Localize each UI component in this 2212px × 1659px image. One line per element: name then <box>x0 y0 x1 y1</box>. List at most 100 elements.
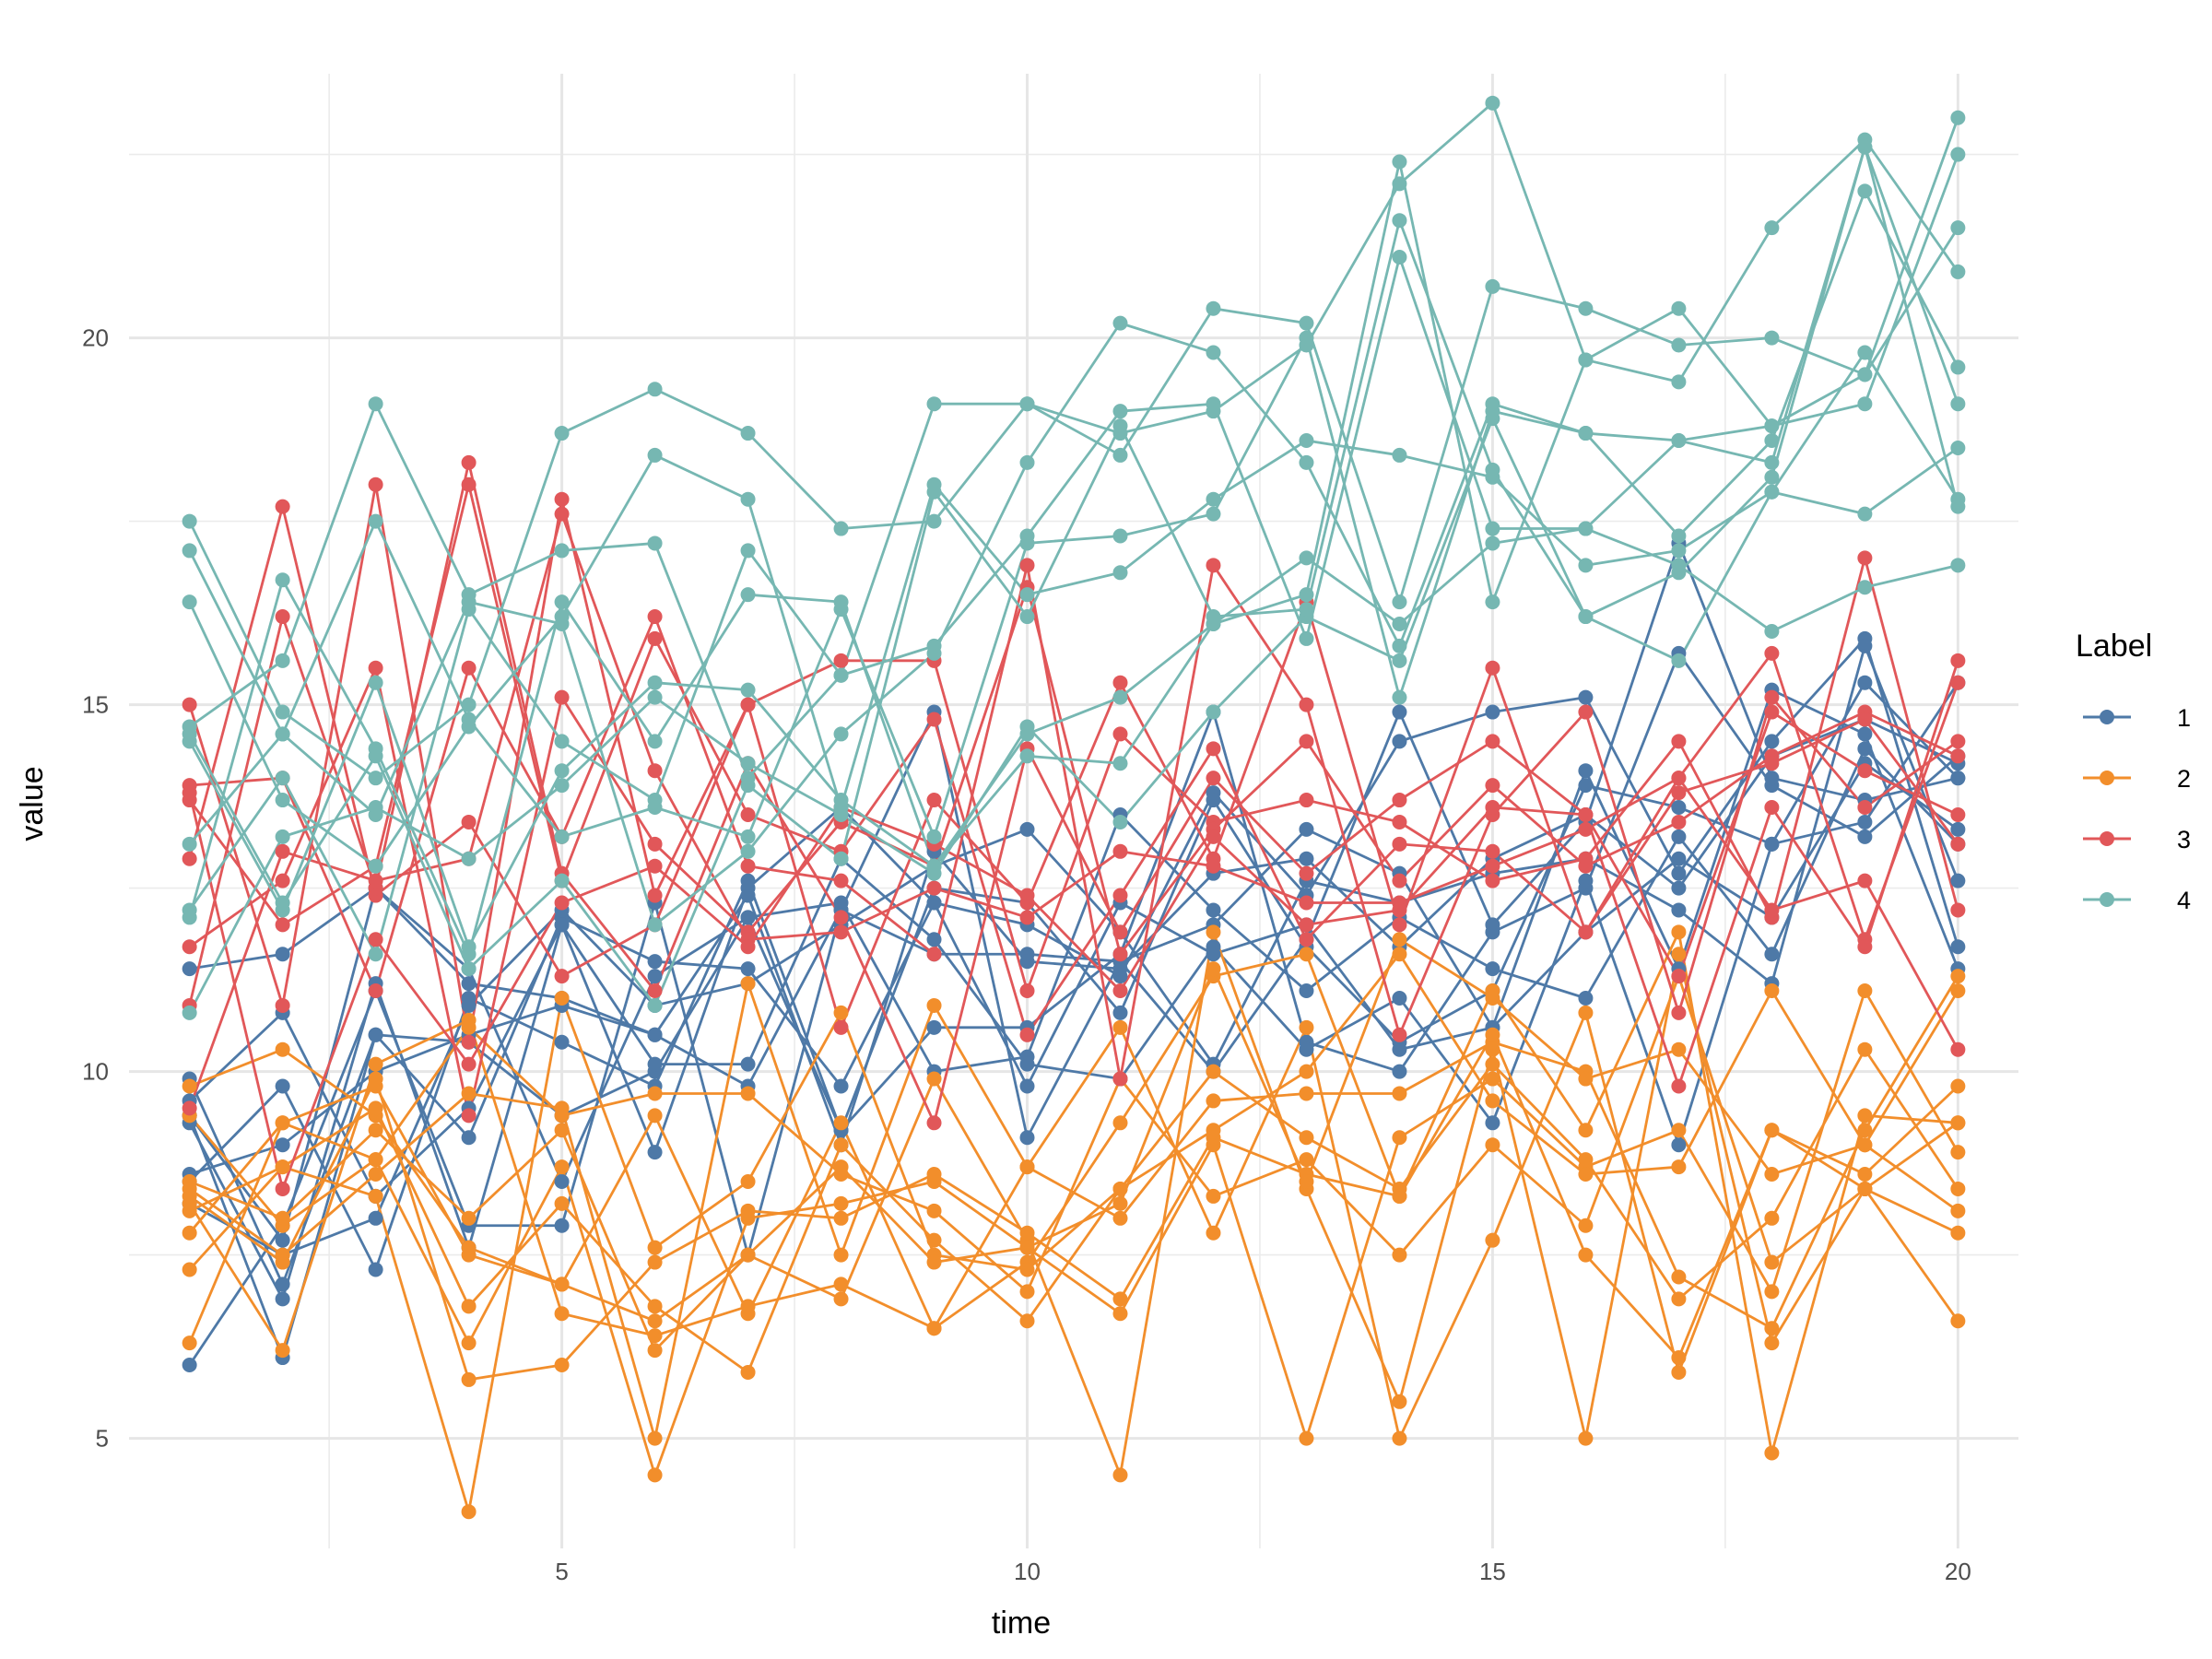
data-point-group-4 <box>1764 623 1780 639</box>
data-point-group-2 <box>1485 1071 1500 1087</box>
data-point-group-1 <box>647 969 663 984</box>
data-point-group-2 <box>833 1137 849 1153</box>
series-line-group-4 <box>188 117 1959 839</box>
data-point-group-3 <box>1950 1041 1966 1057</box>
data-point-group-1 <box>182 961 197 977</box>
data-point-group-2 <box>1019 1225 1035 1241</box>
data-point-group-4 <box>461 939 477 955</box>
data-point-group-1 <box>1019 1078 1035 1094</box>
series-line-group-2 <box>189 937 1959 1352</box>
series-line-group-4 <box>188 146 1959 1014</box>
data-point-group-4 <box>1578 521 1594 536</box>
data-point-group-1 <box>461 1130 477 1146</box>
data-point-group-3 <box>926 947 942 962</box>
data-point-group-3 <box>1206 858 1221 874</box>
data-point-group-4 <box>1392 594 1407 610</box>
data-point-group-4 <box>1392 213 1407 229</box>
data-point-group-2 <box>1857 1137 1873 1153</box>
data-point-group-3 <box>1950 734 1966 749</box>
data-point-group-4 <box>1019 748 1035 764</box>
data-point-group-4 <box>833 726 849 742</box>
data-point-group-3 <box>368 932 383 947</box>
data-point-group-4 <box>275 793 290 808</box>
series-line-group-4 <box>188 101 1959 780</box>
data-point-group-4 <box>647 382 663 397</box>
data-point-group-1 <box>1764 836 1780 852</box>
data-point-group-3 <box>740 697 756 712</box>
data-point-group-2 <box>647 1086 663 1101</box>
data-point-group-2 <box>833 1159 849 1175</box>
data-point-group-2 <box>1950 1181 1966 1196</box>
data-point-group-4 <box>1578 558 1594 573</box>
data-point-group-2 <box>1392 1430 1407 1446</box>
data-point-group-4 <box>182 543 197 559</box>
legend-label: 3 <box>2177 826 2191 853</box>
data-point-group-2 <box>1671 1123 1687 1138</box>
data-point-group-4 <box>182 902 197 918</box>
series-line-group-3 <box>188 585 1959 1117</box>
data-point-group-1 <box>1019 954 1035 970</box>
data-point-group-4 <box>1950 396 1966 412</box>
data-point-group-4 <box>368 513 383 529</box>
data-point-group-4 <box>1112 447 1128 463</box>
data-point-group-4 <box>740 778 756 794</box>
data-point-group-4 <box>647 535 663 551</box>
data-point-group-2 <box>1019 1284 1035 1300</box>
data-point-group-4 <box>926 829 942 844</box>
data-point-group-4 <box>554 829 570 844</box>
data-point-group-4 <box>1578 426 1594 441</box>
data-point-group-3 <box>926 793 942 808</box>
data-point-group-4 <box>833 851 849 866</box>
data-point-group-1 <box>1578 990 1594 1006</box>
data-point-group-3 <box>833 873 849 888</box>
data-point-group-4 <box>1112 814 1128 830</box>
data-point-group-3 <box>926 880 942 896</box>
data-point-group-2 <box>1578 1218 1594 1233</box>
x-tick-label: 15 <box>1479 1558 1506 1585</box>
data-point-group-2 <box>647 1240 663 1255</box>
data-point-group-4 <box>1112 528 1128 544</box>
data-point-group-1 <box>1299 983 1314 999</box>
series-line-group-1 <box>188 747 1959 1359</box>
data-point-group-4 <box>182 594 197 610</box>
data-point-group-3 <box>461 454 477 470</box>
series-line-group-4 <box>188 154 1959 956</box>
data-point-group-2 <box>740 1173 756 1189</box>
data-point-group-2 <box>1392 1086 1407 1101</box>
data-point-group-2 <box>1764 983 1780 999</box>
data-point-group-1 <box>1764 947 1780 962</box>
data-point-group-2 <box>554 1357 570 1372</box>
data-point-group-2 <box>182 1188 197 1204</box>
data-point-group-2 <box>1206 1093 1221 1109</box>
data-point-group-4 <box>740 426 756 441</box>
legend-title: Label <box>2076 629 2152 664</box>
legend-key-point <box>2100 771 2114 785</box>
data-point-group-4 <box>1299 330 1314 346</box>
data-point-group-4 <box>1019 609 1035 625</box>
data-point-group-4 <box>647 689 663 705</box>
data-point-group-2 <box>1857 1108 1873 1124</box>
series-line-group-3 <box>188 461 1959 1124</box>
data-point-group-1 <box>1019 1056 1035 1072</box>
data-point-group-2 <box>1950 1078 1966 1094</box>
data-point-group-3 <box>1019 888 1035 903</box>
data-point-group-3 <box>1112 675 1128 690</box>
data-point-group-3 <box>1112 947 1128 962</box>
data-point-group-4 <box>1578 300 1594 316</box>
x-axis-title: time <box>992 1606 1051 1641</box>
data-point-group-2 <box>1112 1115 1128 1131</box>
data-point-group-1 <box>1950 821 1966 837</box>
data-point-group-2 <box>1299 1019 1314 1035</box>
data-point-group-3 <box>1764 756 1780 771</box>
data-point-group-3 <box>1671 814 1687 830</box>
data-point-group-3 <box>1112 726 1128 742</box>
data-point-group-1 <box>647 1056 663 1072</box>
data-point-group-4 <box>1485 95 1500 111</box>
data-point-group-1 <box>1857 814 1873 830</box>
data-point-group-2 <box>1578 1247 1594 1263</box>
data-point-group-4 <box>275 771 290 786</box>
data-point-group-4 <box>368 800 383 816</box>
data-point-group-4 <box>926 513 942 529</box>
data-point-group-3 <box>1764 800 1780 816</box>
